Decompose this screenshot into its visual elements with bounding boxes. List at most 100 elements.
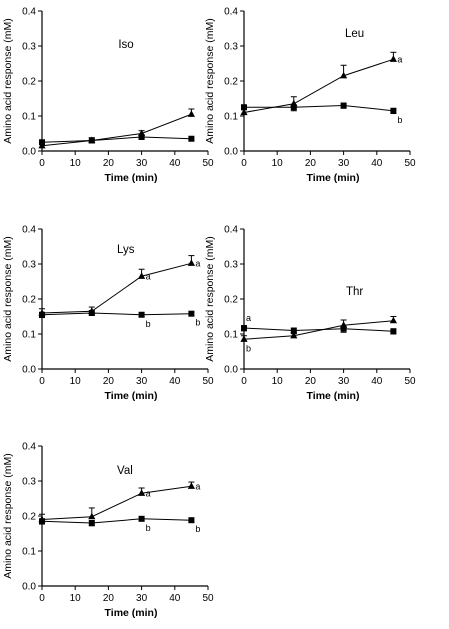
x-tick-label: 40 (169, 158, 181, 169)
y-axis-title: Amino acid response (mM) (2, 236, 14, 361)
triangle-marker (290, 331, 298, 339)
panel-title: Val (117, 465, 133, 477)
series-triangle: a (240, 51, 402, 116)
y-tick-label: 0.3 (224, 260, 238, 271)
square-marker (138, 515, 145, 522)
x-axis-title: Time (min) (105, 607, 158, 619)
triangle-marker (138, 272, 146, 279)
x-tick-label: 20 (103, 158, 115, 169)
series-square: a (241, 313, 397, 335)
y-tick-label: 0.3 (22, 260, 36, 271)
x-tick-label: 0 (241, 158, 247, 169)
x-tick-label: 20 (305, 376, 317, 387)
series-triangle: aa (38, 255, 200, 316)
triangle-marker (240, 108, 248, 116)
significance-label: a (146, 271, 151, 281)
square-marker (39, 518, 45, 525)
square-marker (88, 310, 95, 316)
triangle-marker (187, 259, 195, 266)
significance-label: b (397, 115, 402, 125)
significance-label: b (246, 343, 251, 353)
x-tick-label: 50 (202, 593, 214, 604)
square-marker (138, 134, 145, 140)
triangle-marker (187, 482, 195, 489)
significance-label: b (146, 523, 151, 533)
triangle-marker (138, 489, 146, 496)
x-tick-label: 50 (202, 376, 214, 387)
y-tick-label: 0.2 (22, 512, 36, 523)
square-marker (340, 102, 347, 109)
series-line (41, 113, 192, 147)
x-tick-label: 0 (241, 376, 247, 387)
y-tick-label: 0.0 (224, 147, 238, 158)
x-tick-label: 30 (338, 158, 350, 169)
x-tick-label: 50 (404, 158, 416, 169)
series-line (244, 104, 394, 112)
series-square (39, 134, 195, 146)
x-tick-label: 10 (272, 376, 284, 387)
series-square: b (241, 102, 402, 125)
y-axis-title: Amino acid response (mM) (204, 236, 216, 361)
x-tick-label: 50 (404, 376, 416, 387)
x-tick-label: 0 (39, 376, 45, 387)
square-marker (138, 311, 145, 318)
x-tick-label: 40 (371, 158, 383, 169)
x-tick-label: 20 (103, 593, 115, 604)
significance-label: a (397, 54, 402, 64)
x-tick-label: 30 (136, 376, 148, 387)
x-tick-label: 10 (70, 593, 82, 604)
x-tick-label: 40 (169, 376, 181, 387)
series-line (41, 485, 192, 520)
significance-label: a (195, 258, 200, 268)
square-marker (340, 325, 347, 332)
square-marker (290, 104, 297, 111)
y-tick-label: 0.4 (22, 442, 36, 453)
panel-title: Thr (346, 286, 363, 298)
y-tick-label: 0.2 (22, 295, 36, 306)
square-marker (39, 311, 45, 318)
significance-label: b (146, 319, 151, 329)
x-tick-label: 10 (70, 158, 82, 169)
y-tick-label: 0.1 (224, 330, 238, 341)
panel-leu: 0 10 20 30 40 50 0.0 0.1 0.2 0.3 0.4 Time (min) Amin… (204, 7, 416, 185)
x-axis-title: Time (min) (105, 172, 158, 184)
x-tick-label: 20 (305, 158, 317, 169)
series-line (243, 58, 394, 113)
series-triangle (38, 108, 195, 149)
panel-thr: 0 10 20 30 40 50 0.0 0.1 0.2 0.3 0.4 Time (min) Amin… (204, 225, 416, 403)
triangle-marker (88, 512, 96, 520)
y-tick-label: 0.4 (22, 225, 36, 236)
y-axis-title: Amino acid response (mM) (204, 18, 216, 143)
square-marker (390, 328, 397, 335)
y-tick-label: 0.1 (22, 547, 36, 558)
panel-lys: 0 10 20 30 40 50 0.0 0.1 0.2 0.3 0.4 Time (min) Amin… (2, 225, 214, 403)
y-tick-label: 0.1 (224, 112, 238, 123)
y-tick-label: 0.4 (224, 7, 238, 18)
x-tick-label: 20 (103, 376, 115, 387)
x-tick-label: 40 (169, 593, 181, 604)
significance-label: a (195, 481, 200, 491)
x-tick-label: 30 (136, 593, 148, 604)
triangle-marker (340, 71, 348, 79)
y-tick-label: 0.4 (224, 225, 238, 236)
y-axis-title: Amino acid response (mM) (2, 18, 14, 143)
y-tick-label: 0.2 (22, 77, 36, 88)
series-triangle: b (240, 316, 397, 353)
y-tick-label: 0.0 (224, 365, 238, 376)
series-line (41, 262, 192, 314)
y-tick-label: 0.0 (22, 582, 36, 593)
y-tick-label: 0.0 (22, 365, 36, 376)
y-tick-label: 0.1 (22, 330, 36, 341)
series-line (41, 518, 192, 524)
square-marker (188, 517, 195, 524)
x-axis-title: Time (min) (307, 390, 360, 402)
significance-label: a (146, 488, 151, 498)
square-marker (188, 135, 195, 142)
x-tick-label: 10 (272, 158, 284, 169)
square-marker (88, 520, 95, 526)
x-tick-label: 0 (39, 158, 45, 169)
panel-val: 0 10 20 30 40 50 0.0 0.1 0.2 0.3 0.4 Time (min) Amin… (2, 442, 214, 620)
